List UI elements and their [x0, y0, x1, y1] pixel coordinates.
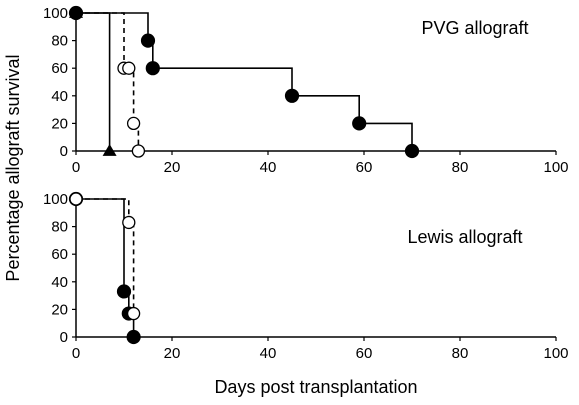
pvg-series-2-point [352, 116, 367, 131]
pvg-series-2-point [284, 88, 300, 103]
pvg-y-tick-label: 100 [43, 5, 68, 22]
pvg-series-2-point [140, 33, 156, 48]
pvg-y-tick-label: 0 [60, 143, 68, 160]
pvg-series-0-point [102, 144, 117, 156]
lewis-series-1-point [126, 306, 141, 321]
pvg-x-tick-label: 20 [164, 159, 181, 176]
pvg-series-1-point [122, 61, 136, 75]
pvg-y-tick-label: 60 [51, 60, 68, 77]
pvg-x-tick-label: 80 [452, 159, 469, 176]
lewis-y-tick-label: 100 [43, 191, 68, 208]
lewis-x-tick-label: 0 [72, 345, 80, 362]
lewis-y-tick-label: 40 [51, 274, 68, 291]
pvg-series-1-point [126, 116, 141, 131]
pvg-panel: 0 20 40 60 80 100 0 20 40 60 80 100 [43, 5, 569, 176]
pvg-series-line-2 [76, 12, 413, 151]
pvg-series-2-point [68, 5, 84, 21]
pvg-y-tick-label: 20 [51, 115, 68, 132]
lewis-series-1-point [122, 215, 136, 230]
lewis-series-0-point [116, 284, 132, 299]
lewis-y-tick-label: 0 [60, 329, 68, 346]
pvg-x-tick-label: 60 [356, 159, 373, 176]
lewis-x-tick-label: 60 [356, 345, 373, 362]
lewis-y-tick-label: 20 [51, 301, 68, 318]
lewis-x-tick-label: 20 [164, 345, 181, 362]
pvg-series-line-1 [76, 12, 140, 151]
lewis-series-1-point [69, 192, 83, 206]
lewis-panel-title: Lewis allograft [407, 227, 522, 247]
lewis-x-tick-label: 40 [260, 345, 277, 362]
pvg-series-line-0 [76, 12, 111, 151]
lewis-y-tick-label: 60 [51, 246, 68, 263]
pvg-panel-title: PVG allograft [421, 18, 528, 38]
pvg-x-tick-label: 40 [260, 159, 277, 176]
pvg-x-tick-label: 100 [543, 159, 568, 176]
pvg-y-tick-label: 40 [51, 88, 68, 105]
pvg-series-2-point [145, 61, 160, 76]
pvg-y-tick-label: 80 [51, 33, 68, 50]
pvg-series-2-point [404, 143, 420, 159]
y-axis-title: Percentage allograft survival [3, 54, 23, 281]
lewis-series-0-point [126, 329, 141, 345]
lewis-y-tick-label: 80 [51, 219, 68, 236]
lewis-x-tick-label: 100 [543, 345, 568, 362]
pvg-x-tick-label: 0 [72, 159, 80, 176]
pvg-series-1-point [131, 144, 146, 158]
x-axis-title: Days post transplantation [214, 377, 417, 397]
lewis-panel: 0 20 40 60 80 100 0 20 40 60 80 100 [43, 191, 569, 362]
lewis-x-tick-label: 80 [452, 345, 469, 362]
